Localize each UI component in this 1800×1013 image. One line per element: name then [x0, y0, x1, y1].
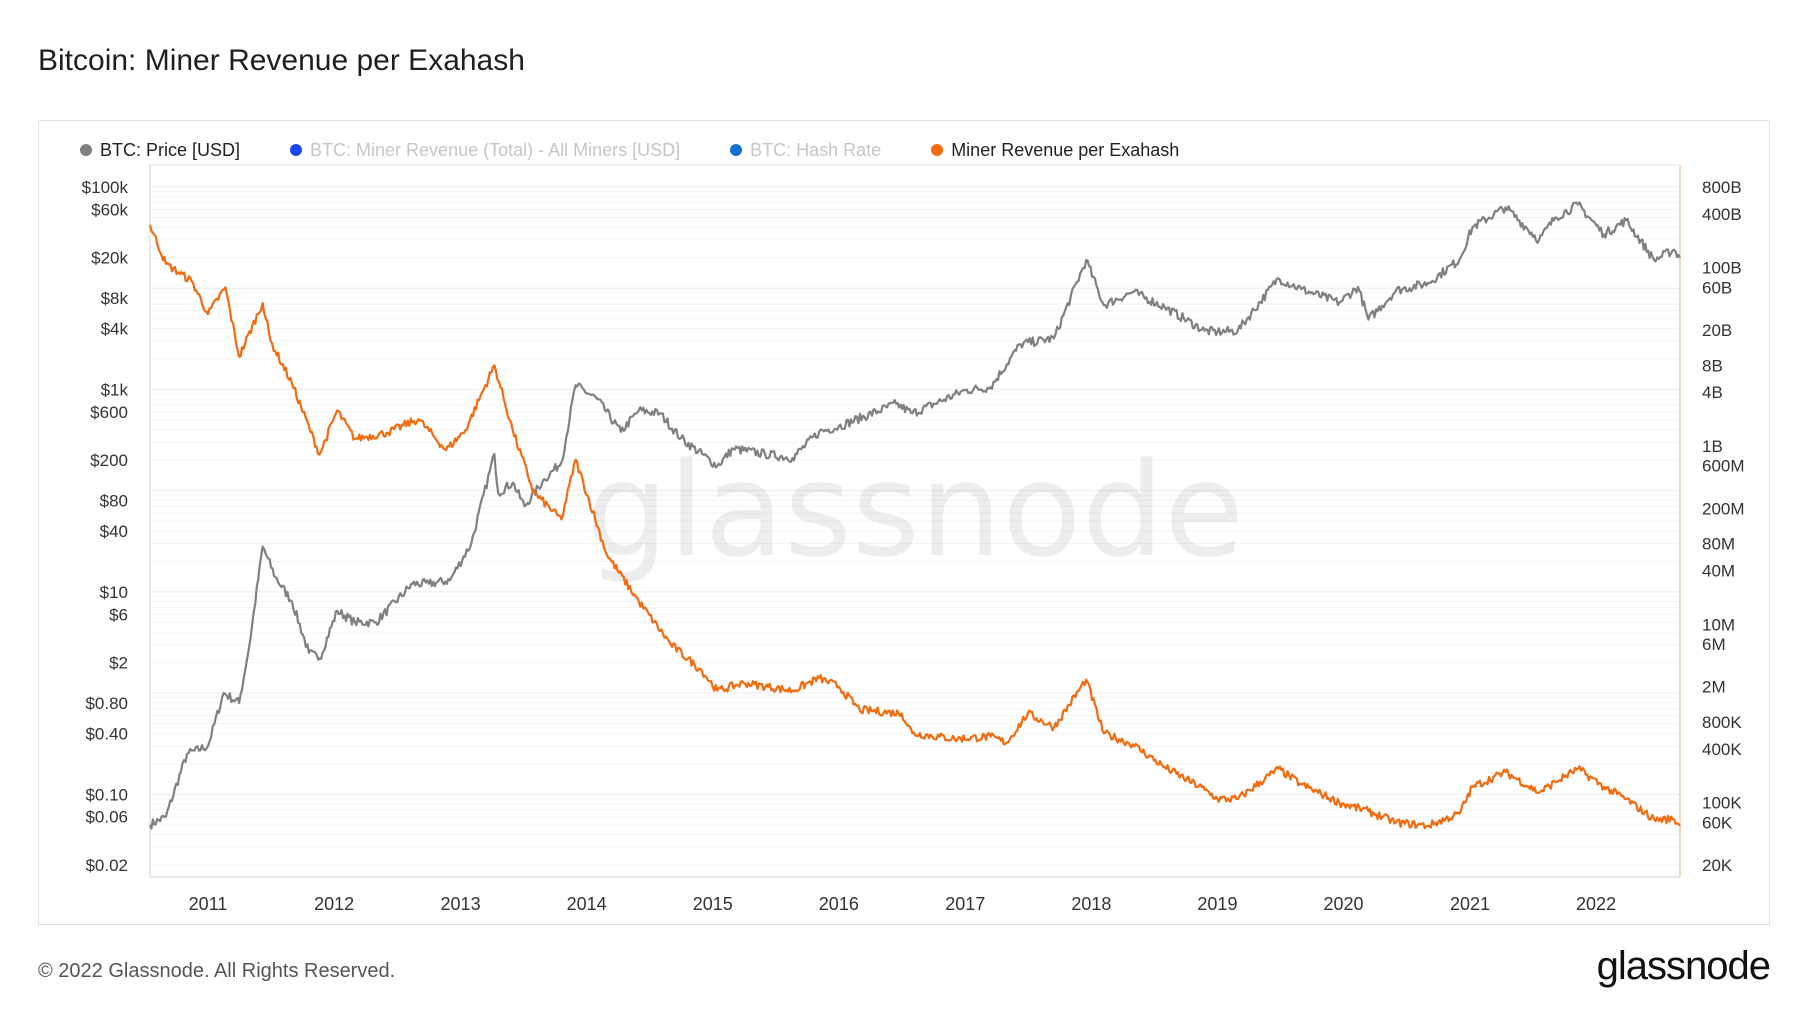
y-right-tick-label: 800K — [1702, 713, 1742, 732]
y-left-tick-label: $40 — [100, 522, 128, 541]
y-right-tick-label: 60B — [1702, 278, 1732, 297]
y-right-tick-label: 1B — [1702, 437, 1723, 456]
y-right-tick-label: 40M — [1702, 562, 1735, 581]
y-right-tick-label: 400B — [1702, 205, 1742, 224]
legend-dot-icon — [80, 144, 92, 156]
y-left-tick-label: $20k — [91, 249, 128, 268]
y-left-tick-label: $6 — [109, 605, 128, 624]
y-right-tick-label: 20K — [1702, 856, 1733, 875]
revenue-per-exahash-line — [148, 224, 1681, 830]
y-left-tick-label: $80 — [100, 491, 128, 510]
y-left-tick-label: $4k — [101, 319, 129, 338]
legend-label: BTC: Hash Rate — [750, 139, 882, 160]
watermark-text: glassnode — [586, 434, 1244, 586]
y-right-tick-label: 10M — [1702, 615, 1735, 634]
y-left-tick-label: $0.06 — [85, 808, 128, 827]
y-right-tick-label: 400K — [1702, 740, 1742, 759]
y-left-tick-label: $60k — [91, 200, 128, 219]
y-left-tick-label: $200 — [90, 451, 128, 470]
btc-price-line — [148, 201, 1681, 830]
y-right-tick-label: 60K — [1702, 813, 1733, 832]
y-left-tick-label: $10 — [100, 583, 128, 602]
legend-label: BTC: Price [USD] — [100, 139, 241, 160]
x-tick-label: 2020 — [1324, 894, 1364, 914]
y-right-tick-label: 20B — [1702, 321, 1732, 340]
x-tick-label: 2016 — [819, 894, 859, 914]
y-right-tick-label: 200M — [1702, 499, 1745, 518]
y-right-tick-label: 100B — [1702, 259, 1742, 278]
y-right-tick-label: 600M — [1702, 457, 1745, 476]
x-tick-label: 2014 — [567, 894, 607, 914]
x-tick-label: 2018 — [1071, 894, 1111, 914]
x-tick-label: 2012 — [314, 894, 354, 914]
chart-panel — [38, 120, 1770, 925]
y-right-tick-label: 100K — [1702, 794, 1742, 813]
y-left-tick-label: $100k — [82, 178, 129, 197]
x-tick-label: 2011 — [189, 894, 228, 914]
y-right-tick-label: 8B — [1702, 356, 1723, 375]
y-left-tick-label: $1k — [101, 380, 129, 399]
legend-label: BTC: Miner Revenue (Total) - All Miners … — [310, 139, 681, 160]
legend-item-miner-revenue-total[interactable]: BTC: Miner Revenue (Total) - All Miners … — [290, 140, 680, 161]
legend-dot-icon — [730, 144, 743, 156]
page-title: Bitcoin: Miner Revenue per Exahash — [38, 44, 525, 77]
x-tick-label: 2022 — [1576, 894, 1616, 914]
y-left-tick-label: $8k — [101, 289, 129, 308]
x-tick-label: 2017 — [945, 894, 985, 914]
y-right-tick-label: 800B — [1702, 178, 1742, 197]
legend: BTC: Price [USD] BTC: Miner Revenue (Tot… — [80, 138, 1229, 162]
copyright-text: © 2022 Glassnode. All Rights Reserved. — [38, 960, 396, 982]
y-right-tick-label: 4B — [1702, 383, 1723, 402]
y-right-tick-label: 80M — [1702, 535, 1735, 554]
x-tick-label: 2013 — [441, 894, 481, 914]
legend-item-revenue-per-exahash[interactable]: Miner Revenue per Exahash — [931, 140, 1179, 161]
glassnode-logo: glassnode — [1596, 944, 1771, 988]
x-tick-label: 2015 — [693, 894, 733, 914]
y-left-tick-label: $600 — [90, 403, 128, 422]
y-left-tick-label: $0.10 — [85, 785, 128, 804]
y-right-tick-label: 6M — [1702, 635, 1726, 654]
legend-item-btc-price[interactable]: BTC: Price [USD] — [80, 140, 240, 161]
y-left-tick-label: $0.80 — [85, 694, 128, 713]
y-left-tick-label: $0.40 — [85, 724, 128, 743]
y-right-tick-label: 2M — [1702, 678, 1726, 697]
legend-item-hash-rate[interactable]: BTC: Hash Rate — [730, 140, 881, 161]
x-tick-label: 2021 — [1450, 894, 1490, 914]
legend-dot-icon — [931, 144, 944, 156]
y-left-tick-label: $0.02 — [85, 856, 128, 875]
y-left-tick-label: $2 — [109, 654, 128, 673]
legend-label: Miner Revenue per Exahash — [951, 139, 1180, 160]
x-tick-label: 2019 — [1197, 894, 1237, 914]
legend-dot-icon — [290, 144, 303, 156]
